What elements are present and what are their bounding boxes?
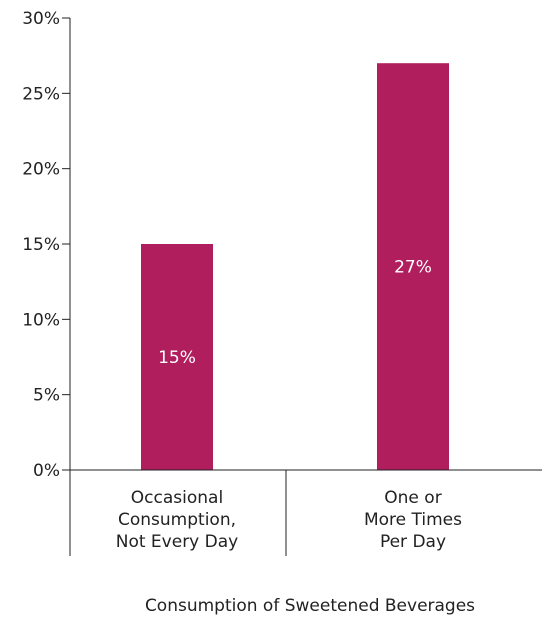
- x-axis-title: Consumption of Sweetened Beverages: [145, 596, 475, 616]
- x-category-label-line: Consumption,: [118, 510, 236, 530]
- bar: [377, 63, 449, 470]
- x-category-label-line: One or: [384, 488, 441, 508]
- bar-data-label: 15%: [158, 348, 196, 368]
- bars: 15% 27%: [141, 63, 449, 470]
- y-tick-label: 30%: [22, 9, 60, 29]
- x-category-label: Occasional Consumption, Not Every Day: [116, 488, 238, 552]
- y-axis: 0% 5% 10% 15% 20% 25% 30%: [22, 9, 71, 556]
- y-tick-label: 0%: [33, 461, 60, 481]
- y-tick-label: 25%: [22, 84, 60, 104]
- y-tick-label: 10%: [22, 310, 60, 330]
- x-category-label-line: Not Every Day: [116, 532, 238, 552]
- x-category-label-line: More Times: [364, 510, 462, 530]
- y-tick-label: 5%: [33, 386, 60, 406]
- bar-data-label: 27%: [394, 258, 432, 278]
- x-category-label: One or More Times Per Day: [364, 488, 462, 552]
- y-tick-label: 15%: [22, 235, 60, 255]
- bar: [141, 244, 213, 470]
- x-axis: Occasional Consumption, Not Every Day One o…: [70, 469, 542, 556]
- x-category-label-line: Per Day: [380, 532, 446, 552]
- y-tick-label: 20%: [22, 160, 60, 180]
- x-category-label-line: Occasional: [131, 488, 223, 508]
